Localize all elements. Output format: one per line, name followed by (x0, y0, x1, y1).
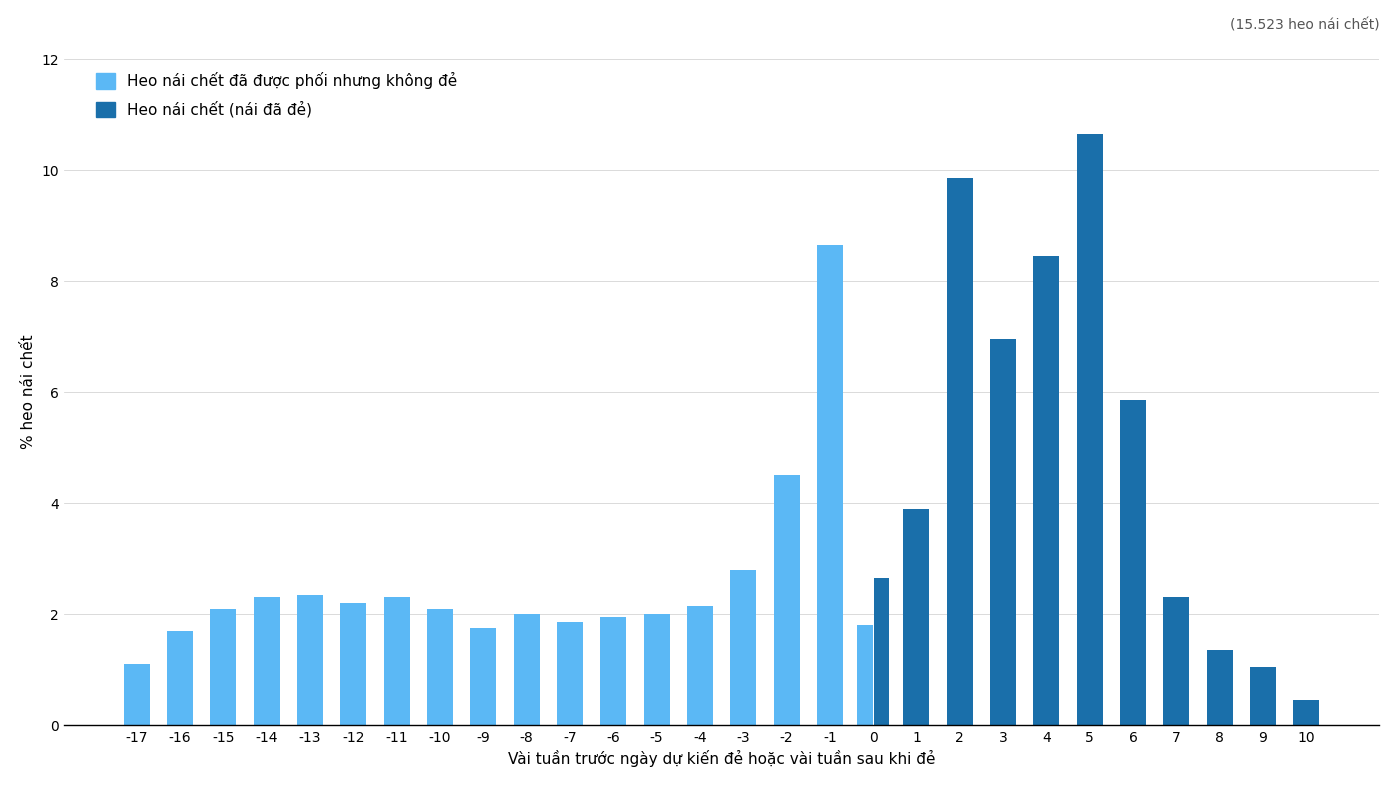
Legend: Heo nái chết đã được phối nhưng không đẻ, Heo nái chết (nái đã đẻ): Heo nái chết đã được phối nhưng không đẻ… (90, 65, 463, 124)
Bar (340, 603, 367, 725)
Bar (874, 578, 889, 725)
Bar (253, 597, 280, 725)
Bar (427, 608, 454, 725)
Bar (774, 475, 799, 725)
Bar (1120, 400, 1147, 725)
Bar (297, 595, 323, 725)
X-axis label: Vài tuần trước ngày dự kiến đẻ hoặc vài tuần sau khi đẻ: Vài tuần trước ngày dự kiến đẻ hoặc vài … (508, 750, 935, 768)
Bar (644, 614, 669, 725)
Bar (123, 664, 150, 725)
Text: (15.523 heo nái chết): (15.523 heo nái chết) (1229, 18, 1379, 32)
Bar (384, 597, 410, 725)
Bar (514, 614, 539, 725)
Bar (557, 623, 582, 725)
Bar (857, 625, 872, 725)
Bar (903, 508, 930, 725)
Bar (1077, 134, 1103, 725)
Bar (1207, 650, 1233, 725)
Bar (990, 340, 1016, 725)
Bar (1250, 667, 1275, 725)
Bar (816, 245, 843, 725)
Bar (210, 608, 237, 725)
Bar (687, 606, 713, 725)
Bar (470, 628, 496, 725)
Bar (167, 630, 193, 725)
Bar (1163, 597, 1190, 725)
Bar (601, 617, 626, 725)
Bar (946, 178, 973, 725)
Bar (1033, 256, 1060, 725)
Bar (1294, 700, 1319, 725)
Y-axis label: % heo nái chết: % heo nái chết (21, 335, 36, 449)
Bar (731, 570, 756, 725)
